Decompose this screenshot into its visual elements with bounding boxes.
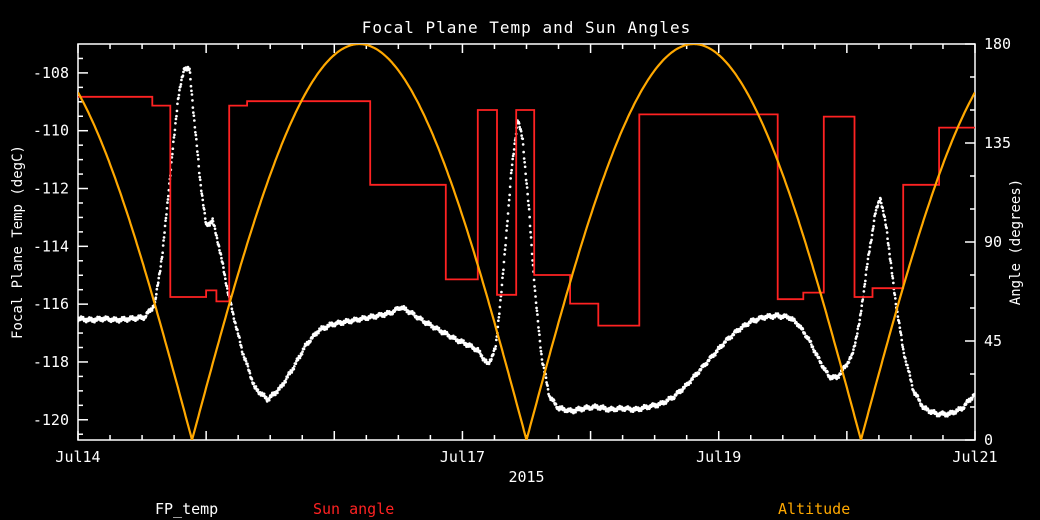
axes	[77, 43, 976, 441]
svg-text:Jul21: Jul21	[952, 448, 997, 466]
svg-text:45: 45	[984, 332, 1002, 350]
x-axis-year-label: 2015	[508, 468, 545, 486]
svg-text:-110: -110	[33, 122, 69, 140]
series-fp-temp	[78, 65, 975, 418]
series	[78, 44, 975, 440]
tick-labels: -108 -110 -112 -114 -116 -118 -120 0 45 90 135 180 J…	[33, 35, 1011, 466]
svg-text:-112: -112	[33, 180, 69, 198]
chart-title: Focal Plane Temp and Sun Angles	[361, 18, 692, 37]
svg-text:0: 0	[984, 431, 993, 449]
svg-text:-114: -114	[33, 237, 69, 255]
legend-sun-angle: Sun angle	[313, 500, 395, 518]
svg-text:Jul17: Jul17	[440, 448, 485, 466]
svg-text:135: 135	[984, 134, 1011, 152]
svg-text:-108: -108	[33, 64, 69, 82]
right-axis-title: Angle (degrees)	[1008, 178, 1024, 306]
series-altitude	[78, 44, 975, 440]
svg-text:Jul14: Jul14	[55, 448, 100, 466]
svg-text:90: 90	[984, 233, 1002, 251]
svg-text:-120: -120	[33, 411, 69, 429]
svg-text:-118: -118	[33, 353, 69, 371]
legend-altitude: Altitude	[778, 500, 851, 518]
series-sun-angle	[78, 95, 975, 327]
svg-text:180: 180	[984, 35, 1011, 53]
left-axis-title: Focal Plane Temp (degC)	[10, 145, 26, 339]
svg-text:-116: -116	[33, 295, 69, 313]
svg-text:Jul19: Jul19	[696, 448, 741, 466]
legend-fp-temp: FP_temp	[155, 500, 219, 518]
